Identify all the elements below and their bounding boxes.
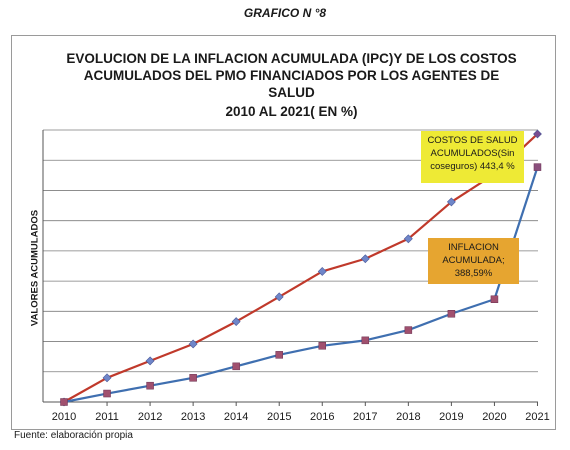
x-tick-label: 2017 [353,411,377,423]
costos-data-point [102,373,112,383]
x-tick-label: 2012 [138,411,162,423]
costos-data-point [533,129,542,139]
inflacion-data-point [404,326,413,334]
chart-title-line-3: SALUD [268,85,315,100]
costos-data-point [145,356,155,366]
inflacion-data-point [533,163,542,171]
x-tick-label: 2016 [310,411,334,423]
x-tick-label: 2013 [181,411,205,423]
x-tick-label: 2019 [439,411,463,423]
source-note: Fuente: elaboración propia [14,430,133,441]
costos-data-point [403,234,413,244]
x-tick-label: 2010 [52,411,76,423]
chart-title-line-4: 2010 AL 2021( EN %) [225,104,358,119]
chart-title-line-1: EVOLUCION DE LA INFLACION ACUMULADA (IPC… [66,51,517,66]
inflacion-callout: INFLACION ACUMULADA; 388,59% [428,238,519,284]
x-tick-label: 2015 [267,411,291,423]
costos-callout-line-1: COSTOS DE SALUD [427,135,518,146]
chart-title-line-2: ACUMULADOS DEL PMO FINANCIADOS POR LOS A… [83,68,500,83]
inflacion-data-point [60,398,68,406]
inflacion-data-point [318,342,327,350]
x-tick-label: 2014 [224,411,248,423]
inflacion-data-point [361,336,370,345]
costos-data-point [188,339,198,349]
figure-heading: GRAFICO N °8 [243,6,327,20]
inflacion-callout-line-3: 388,59% [454,268,493,279]
x-tick-label: 2020 [482,411,506,423]
inflacion-callout-line-2: ACUMULADA; [442,255,505,266]
costos-data-point [231,317,241,327]
inflacion-data-point [232,362,240,371]
costos-callout-line-3: coseguros) 443,4 % [430,161,515,172]
x-tick-label: 2011 [95,411,119,423]
x-tick-label: 2018 [396,411,420,423]
inflacion-series-line [63,166,539,404]
inflacion-data-point [146,381,154,390]
inflacion-data-point [189,374,197,382]
costos-data-point [317,267,327,276]
costos-callout: COSTOS DE SALUD ACUMULADOS(Sin coseguros… [421,131,524,183]
inflacion-data-point [275,351,283,359]
inflacion-callout-line-1: INFLACION [448,242,499,253]
inflacion-data-point [447,310,456,318]
inflacion-data-point [490,295,499,303]
costos-data-point [446,197,456,207]
costos-callout-line-2: ACUMULADOS(Sin [430,148,515,159]
x-tick-label: 2021 [525,411,549,423]
costos-data-point [360,254,370,264]
costos-series-line [63,133,539,403]
inflacion-data-point [103,389,111,398]
costos-data-point [274,292,284,302]
